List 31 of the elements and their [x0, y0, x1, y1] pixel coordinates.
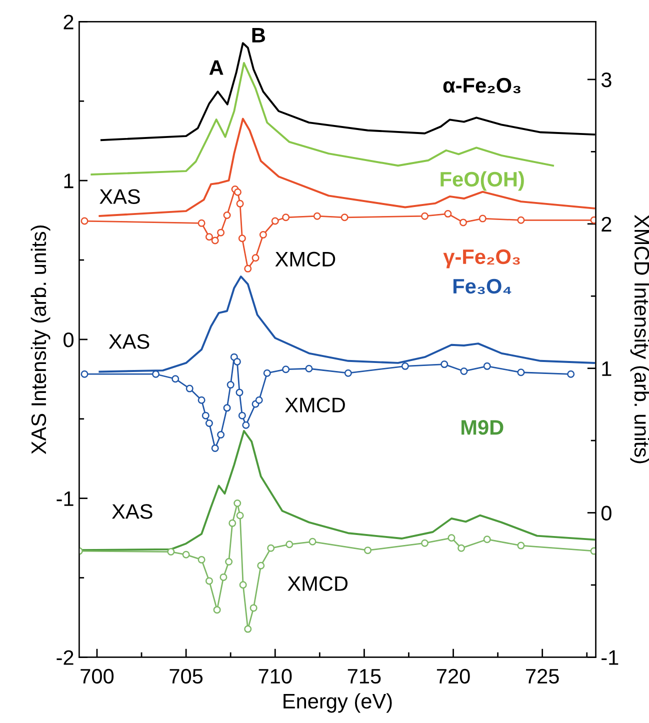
- series-label: α-Fe₂O₃: [443, 78, 520, 94]
- x-tick-label: 705: [170, 668, 203, 684]
- y2-tick-label: 0: [601, 506, 612, 521]
- annotation: XMCD: [285, 398, 345, 412]
- x-tick-label: 720: [436, 668, 470, 684]
- y2-tick-label: 2: [602, 216, 612, 232]
- x-tick-label: 710: [258, 668, 292, 684]
- y-tick-label: 0: [64, 332, 74, 348]
- x-tick-label: 700: [80, 668, 114, 684]
- annotation: XMCD: [288, 576, 348, 591]
- x-tick-label: 725: [526, 668, 559, 684]
- y2-tick-label: 1: [602, 362, 612, 376]
- text: Fe₃O₄: [453, 278, 512, 294]
- text: γ-Fe₂O₃: [443, 249, 520, 268]
- annotation: XAS: [112, 504, 152, 519]
- x-axis-title: Energy (eV): [284, 693, 392, 713]
- annotation: XAS: [100, 189, 140, 204]
- series-label: FeO(OH): [440, 171, 524, 191]
- y-tick-label: 1: [64, 174, 74, 188]
- y-tick-label: -1: [56, 492, 74, 506]
- annotation: B: [252, 28, 266, 42]
- annotation: A: [209, 60, 224, 75]
- x-tick-label: 715: [348, 669, 381, 684]
- y-tick-label: -2: [56, 650, 74, 665]
- y-axis-title: XAS Intensity (arb. units): [30, 226, 50, 454]
- text: M9D: [462, 420, 504, 435]
- y2-tick-label: 3: [601, 72, 612, 88]
- y2-tick-label: -1: [602, 650, 618, 665]
- annotation: XMCD: [275, 252, 336, 267]
- annotation: XAS: [108, 334, 150, 349]
- y-tick-label: 2: [64, 14, 74, 30]
